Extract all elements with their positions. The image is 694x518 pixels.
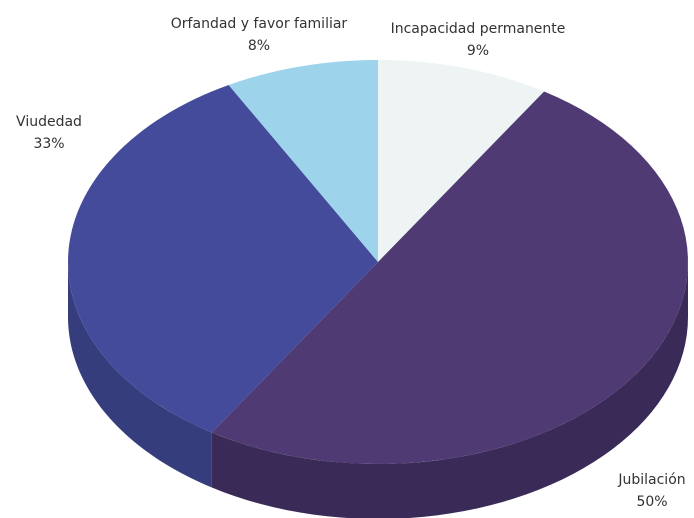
pie-labels: Orfandad y favor familiar 8% Incapacidad… — [16, 16, 686, 510]
value-incapacidad: 9% — [467, 43, 489, 59]
pie-slice-orfandad-y-favor-familiar — [228, 60, 378, 262]
pie-side-viudedad — [68, 262, 212, 488]
pie-slices — [68, 60, 688, 464]
label-incapacidad: Incapacidad permanente — [391, 21, 566, 37]
pie-slice-viudedad — [68, 84, 378, 433]
pie-slice-incapacidad-permanente — [378, 60, 545, 262]
pie-side-jubilacion — [211, 262, 688, 518]
value-jubilacion: 50% — [636, 494, 667, 510]
label-viudedad: Viudedad — [16, 114, 82, 130]
label-orfandad: Orfandad y favor familiar — [171, 16, 348, 32]
value-orfandad: 8% — [248, 38, 270, 54]
pie-sides — [68, 262, 688, 518]
pie-slice-jubilacion — [211, 91, 688, 464]
value-viudedad: 33% — [33, 136, 64, 152]
label-jubilacion: Jubilación — [617, 472, 685, 488]
